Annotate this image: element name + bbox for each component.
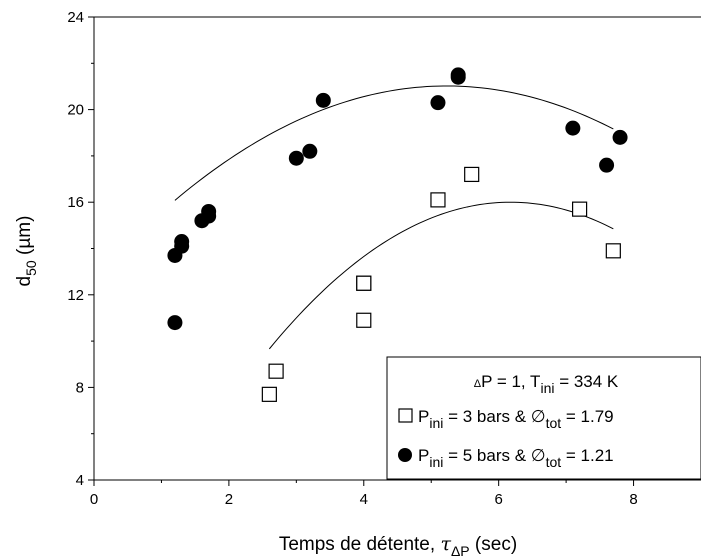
data-point-square	[464, 166, 480, 183]
data-point-circle	[288, 150, 304, 166]
y-tick-label: 24	[67, 9, 84, 26]
data-point-square	[571, 201, 588, 217]
legend-marker-open-square	[398, 408, 413, 423]
legend-label-series-2: Pini = 5 bars & ∅tot = 1.21	[418, 446, 614, 470]
data-point-square	[356, 275, 372, 291]
legend-label-series-1: Pini = 3 bars & ∅tot = 1.79	[418, 407, 614, 431]
data-point-square	[268, 363, 284, 379]
data-point-circle	[167, 315, 183, 331]
x-axis-title: Temps de détente, τΔP (sec)	[279, 533, 517, 559]
fit-curve-series-2	[174, 85, 614, 201]
data-point-circle	[302, 143, 318, 159]
legend: ΔP = 1, Tini = 334 K Pini = 3 bars & ∅to…	[386, 356, 701, 480]
data-point-circle	[201, 203, 217, 219]
data-point-circle	[315, 92, 331, 108]
x-tick-label: 6	[494, 491, 502, 508]
data-point-circle	[599, 157, 615, 173]
data-points	[167, 67, 628, 402]
y-tick-label: 16	[67, 194, 84, 211]
legend-marker-filled-circle	[398, 448, 412, 462]
data-point-circle	[565, 120, 581, 136]
x-tick-label: 8	[629, 491, 637, 508]
y-tick-label: 12	[67, 287, 84, 304]
data-point-square	[605, 243, 621, 259]
data-point-circle	[450, 69, 466, 85]
data-point-circle	[612, 129, 628, 145]
x-tick-label: 2	[225, 491, 233, 508]
y-tick-label: 4	[76, 472, 84, 489]
data-point-circle	[174, 234, 190, 250]
legend-box	[386, 356, 701, 480]
data-point-circle	[430, 95, 446, 111]
fit-curve-series-1	[268, 201, 614, 350]
y-tick-label: 8	[76, 379, 84, 396]
fit-curves	[174, 85, 614, 350]
data-point-square	[261, 386, 277, 402]
x-tick-label: 4	[360, 491, 368, 508]
data-point-square	[430, 192, 446, 208]
y-tick-label: 20	[67, 102, 84, 119]
y-axis-title: d50 (µm)	[14, 216, 39, 287]
data-point-square	[356, 312, 372, 328]
x-tick-label: 0	[90, 491, 98, 508]
legend-header: ΔP = 1, Tini = 334 K	[474, 372, 619, 396]
